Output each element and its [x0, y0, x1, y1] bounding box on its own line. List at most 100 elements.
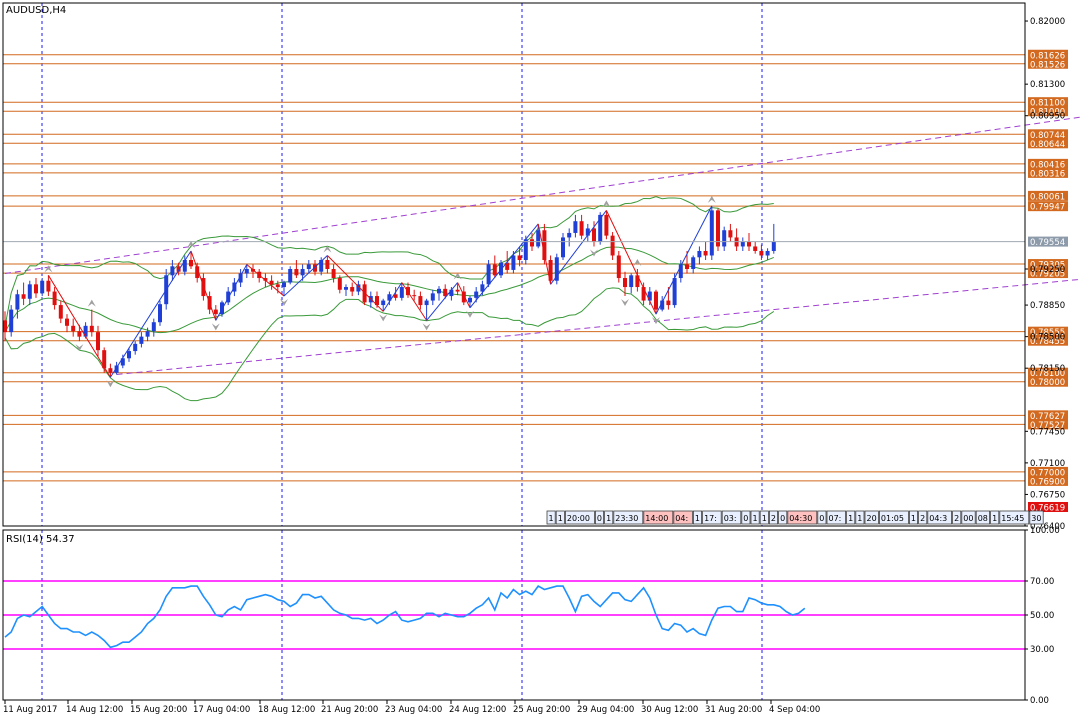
candle-body [226, 291, 231, 303]
symbol-label: AUDUSD,H4 [6, 5, 66, 16]
level-label: 0.80744 [1030, 131, 1065, 141]
y-tick-label: 0.77450 [1030, 427, 1065, 437]
red-price-bg [1028, 502, 1068, 512]
fractal-down-icon [75, 344, 84, 352]
zigzag-segment [469, 223, 539, 309]
candle-body [610, 235, 615, 256]
level-label-bg [1028, 97, 1068, 108]
candle-body [300, 269, 305, 276]
level-label: 0.79947 [1030, 203, 1065, 213]
session-box [846, 510, 856, 525]
session-box [999, 510, 1030, 525]
candle-body [399, 287, 404, 298]
candle [139, 332, 144, 348]
candle [71, 318, 76, 337]
session-box-label: 0 [743, 514, 748, 523]
level-label-bg [1028, 58, 1068, 69]
session-box-label: 0 [780, 514, 785, 523]
candle-body [647, 291, 652, 301]
candle [356, 280, 361, 296]
x-tick-label: 15 Aug 20:00 [130, 705, 187, 715]
x-tick-label: 24 Aug 12:00 [449, 705, 506, 715]
level-label: 0.81100 [1030, 99, 1065, 109]
session-box-label: 1 [753, 514, 758, 523]
bollinger-band [4, 246, 774, 334]
candle-body [579, 221, 584, 236]
candle [654, 289, 658, 315]
channel-line [116, 278, 1080, 376]
candle-body [393, 294, 398, 298]
x-tick-label: 30 Aug 12:00 [641, 705, 698, 715]
candle-body [282, 282, 286, 288]
session-box [595, 510, 605, 525]
zigzag-segment [655, 205, 713, 315]
level-label-bg [1028, 410, 1068, 421]
fractal-down-icon [652, 317, 660, 325]
candle [96, 325, 100, 357]
candle-body [709, 210, 714, 256]
candle [561, 232, 565, 260]
y-tick-label: 0.77100 [1030, 459, 1065, 469]
session-box-label: 15:45 [1001, 514, 1024, 523]
level-label-bg [1028, 106, 1068, 117]
fractal-up-icon [707, 195, 716, 203]
fractal-down-icon [106, 380, 115, 388]
session-box-label: 30 [1031, 514, 1041, 523]
level-label: 0.81000 [1030, 108, 1065, 118]
session-box-label: 1 [606, 514, 611, 523]
session-box-label: 23:30 [615, 514, 638, 523]
x-tick-label: 18 Aug 12:00 [258, 705, 315, 715]
rsi-line [4, 585, 806, 649]
candle-body [449, 289, 454, 297]
fractal-up-icon [633, 259, 642, 267]
session-box [817, 510, 827, 525]
zigzag-segment [457, 282, 471, 309]
candle [127, 347, 131, 362]
candle-body [542, 230, 547, 260]
session-box [961, 510, 976, 525]
session-box [787, 510, 818, 525]
session-box [546, 510, 556, 525]
candle-body [21, 294, 26, 299]
candle [424, 298, 429, 321]
candle [691, 255, 696, 274]
candle-body [238, 273, 243, 283]
candle-body [170, 266, 175, 276]
level-label: 0.81526 [1030, 60, 1065, 70]
candle [40, 278, 45, 297]
candle [753, 241, 758, 254]
level-label-bg [1028, 268, 1068, 279]
candle-body [313, 264, 317, 272]
candle-body [182, 259, 187, 272]
candle [65, 314, 69, 333]
candle-body [344, 287, 348, 290]
fractal-down-icon [590, 249, 598, 257]
candle [189, 250, 193, 270]
level-label-bg [1028, 419, 1068, 430]
candle-body [517, 255, 522, 260]
candle-body [127, 351, 131, 359]
zigzag-segment [327, 255, 384, 312]
candle-body [412, 295, 417, 297]
candle [331, 264, 336, 283]
candle-body [288, 269, 293, 283]
candle-body [666, 300, 671, 306]
red-price-label: 0.76619 [1030, 504, 1065, 514]
level-label: 0.80416 [1030, 160, 1065, 170]
session-box [741, 510, 751, 525]
candle [517, 246, 522, 267]
rsi-y-tick-label: 0.00 [1030, 696, 1049, 706]
session-box [990, 510, 1000, 525]
candle [9, 305, 14, 337]
level-label-bg [1028, 475, 1068, 486]
candle-body [34, 284, 38, 294]
candle-body [548, 259, 553, 281]
session-box-label: 1 [848, 514, 853, 523]
session-box-label: 1 [558, 514, 563, 523]
candle [567, 228, 572, 247]
candle-body [306, 264, 311, 270]
candle-body [567, 232, 572, 238]
level-label: 0.76900 [1030, 477, 1065, 487]
